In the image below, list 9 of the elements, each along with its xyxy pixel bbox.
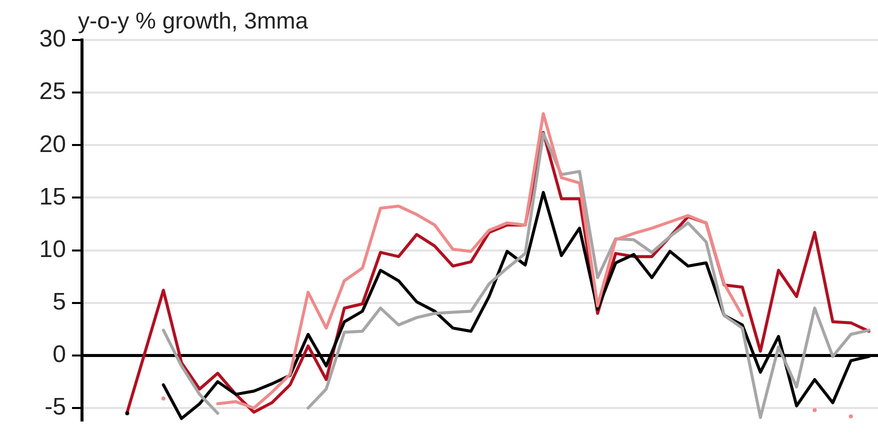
y-tick-label: 10 xyxy=(39,236,66,263)
y-tick-label: 5 xyxy=(52,288,66,316)
y-axis-title: y-o-y % growth, 3mma xyxy=(78,7,308,34)
y-tick-label: 30 xyxy=(39,26,66,53)
y-tick-label: 25 xyxy=(39,78,66,106)
y-tick-label: 15 xyxy=(39,183,66,210)
y-tick-label: -5 xyxy=(44,394,66,421)
y-tick-label: 20 xyxy=(39,130,66,158)
y-tick-label: 0 xyxy=(52,341,66,368)
